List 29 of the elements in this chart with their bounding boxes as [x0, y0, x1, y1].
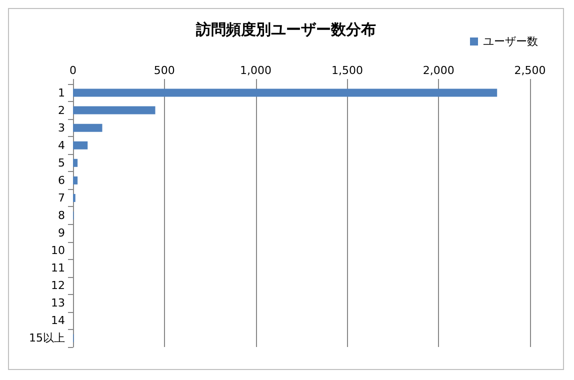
y-tick-label: 13 [51, 296, 65, 310]
x-tick-label: 500 [154, 64, 175, 77]
x-tick-label: 1,000 [240, 64, 272, 77]
y-tick-label: 1 [58, 86, 65, 100]
x-tick-label: 2,000 [422, 64, 454, 77]
y-tick-label: 9 [58, 226, 65, 240]
bar [73, 158, 78, 167]
x-tick-label: 0 [70, 64, 76, 77]
y-tick-label: 11 [51, 262, 65, 275]
x-tick-label: 2,500 [514, 64, 546, 77]
bar [73, 176, 78, 184]
y-tick-label: 15以上 [29, 332, 65, 345]
y-tick-label: 6 [58, 174, 65, 187]
bar [73, 141, 88, 150]
bar [73, 124, 102, 132]
y-tick-label: 4 [58, 138, 65, 152]
y-tick-label: 7 [58, 191, 65, 204]
x-tick-label: 1,500 [331, 64, 363, 77]
y-tick-label: 8 [58, 209, 65, 222]
y-tick-label: 10 [51, 244, 65, 258]
y-tick-label: 14 [51, 314, 65, 328]
y-tick-label: 2 [58, 104, 65, 117]
y-tick-label: 3 [58, 121, 65, 134]
bar [73, 106, 156, 114]
chart-title: 訪問頻度別ユーザー数分布 [195, 20, 376, 38]
bar [73, 88, 498, 97]
legend-label: ユーザー数 [483, 35, 538, 48]
y-tick-label: 5 [58, 156, 65, 170]
y-tick-label: 12 [51, 279, 65, 292]
